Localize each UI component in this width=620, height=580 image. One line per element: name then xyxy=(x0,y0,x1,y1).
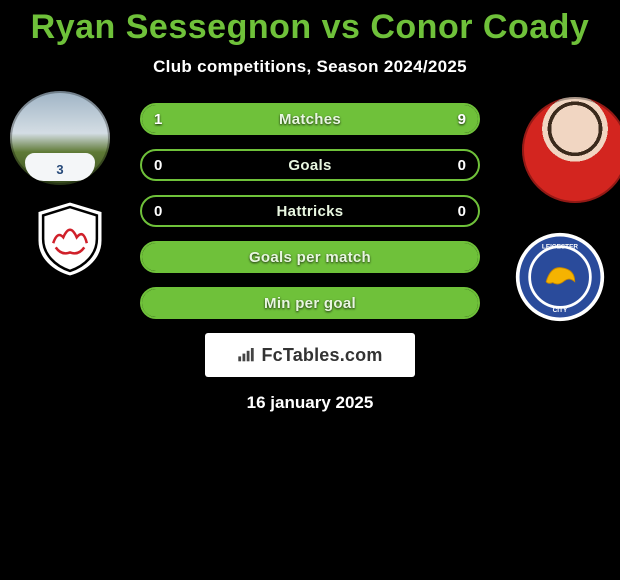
stat-row: 0 Goals 0 xyxy=(140,149,480,181)
page-title: Ryan Sessegnon vs Conor Coady xyxy=(0,8,620,47)
comparison-panel: 3 LEICESTER CITY xyxy=(0,103,620,413)
svg-text:CITY: CITY xyxy=(553,307,568,314)
stat-row: 0 Hattricks 0 xyxy=(140,195,480,227)
stat-row: Goals per match xyxy=(140,241,480,273)
stat-value-right: 9 xyxy=(458,105,466,133)
bar-chart-icon xyxy=(237,348,255,362)
stat-label: Min per goal xyxy=(142,289,478,317)
stat-label: Matches xyxy=(142,105,478,133)
svg-text:LEICESTER: LEICESTER xyxy=(542,243,578,250)
club-left-badge xyxy=(18,197,122,281)
stat-row: 1 Matches 9 xyxy=(140,103,480,135)
generated-date: 16 january 2025 xyxy=(0,393,620,413)
brand-text: FcTables.com xyxy=(261,345,382,366)
stat-label: Goals per match xyxy=(142,243,478,271)
stat-label: Hattricks xyxy=(142,197,478,225)
player-left-number: 3 xyxy=(56,162,63,177)
player-right-photo xyxy=(522,97,620,203)
player-left-photo: 3 xyxy=(10,91,110,185)
stat-value-right: 0 xyxy=(458,151,466,179)
subtitle: Club competitions, Season 2024/2025 xyxy=(0,57,620,77)
club-right-badge: LEICESTER CITY xyxy=(514,231,606,323)
fulham-shield-icon xyxy=(18,197,122,281)
stat-label: Goals xyxy=(142,151,478,179)
stat-value-right: 0 xyxy=(458,197,466,225)
brand-badge: FcTables.com xyxy=(205,333,415,377)
stat-row: Min per goal xyxy=(140,287,480,319)
stats-list: 1 Matches 9 0 Goals 0 0 Hattricks 0 xyxy=(140,103,480,319)
leicester-crest-icon: LEICESTER CITY xyxy=(514,231,606,323)
